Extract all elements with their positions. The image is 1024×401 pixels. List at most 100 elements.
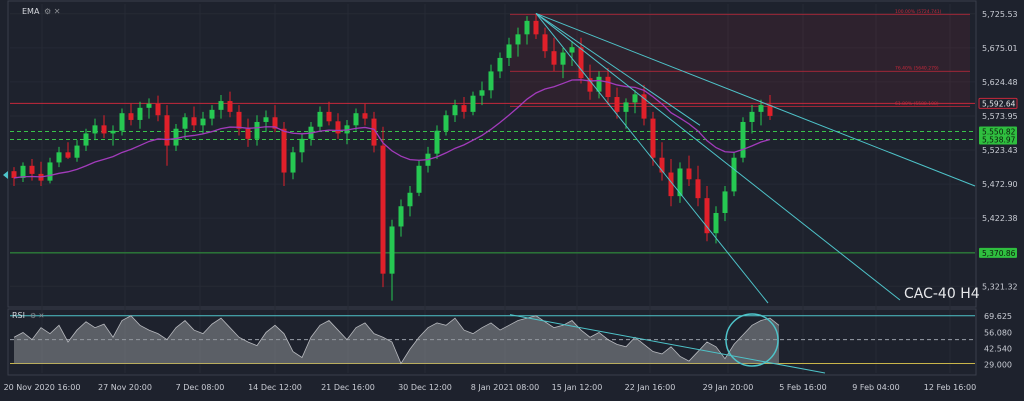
rsi-legend[interactable]: RSI [12, 311, 25, 320]
candle-body [632, 94, 638, 103]
ema-line [13, 79, 771, 179]
rsi-tick-label: 29.000 [984, 361, 1012, 370]
candle-body [479, 90, 485, 96]
candle-body [128, 113, 134, 120]
x-tick-label: 27 Nov 20:00 [98, 383, 152, 392]
candle-body [749, 111, 755, 122]
rsi-tick-label: 42.540 [984, 345, 1012, 354]
rsi-highlight-circle [725, 313, 779, 367]
price-tag [979, 126, 1017, 137]
candle-body [578, 47, 584, 79]
candle-body [623, 102, 629, 112]
price-tag-label: 5,592.64 [982, 99, 1016, 108]
candle-body [272, 117, 278, 129]
x-tick-label: 9 Feb 04:00 [852, 383, 899, 392]
candle-body [470, 95, 476, 112]
candle-body [317, 111, 323, 127]
candle-body [686, 168, 692, 180]
trend-line [535, 12, 976, 187]
y-tick-label: 5,523.43 [982, 146, 1018, 155]
candle-body [398, 206, 404, 227]
rsi-area [14, 315, 779, 364]
candle-body [371, 118, 377, 146]
fib-level-label: 61.80% (5588.108) [895, 101, 939, 107]
candle-body [416, 165, 422, 193]
settings-icon[interactable]: ⚙ ✕ [44, 7, 60, 16]
y-tick-label: 5,624.48 [982, 78, 1018, 87]
candle-body [146, 103, 152, 108]
candle-body [515, 34, 521, 45]
candle-body [569, 47, 575, 53]
rsi-settings-icon[interactable]: ⚙ ✕ [30, 312, 44, 320]
candle-body [137, 107, 143, 120]
price-tag-label: 5,538.97 [982, 136, 1016, 145]
trend-line [535, 13, 769, 304]
fib-zone [510, 14, 970, 107]
candle-body [191, 117, 197, 126]
x-tick-label: 14 Dec 12:00 [248, 383, 302, 392]
rsi-trend-line [509, 314, 826, 374]
candle-body [614, 97, 620, 112]
candle-body [452, 105, 458, 116]
candle-body [434, 130, 440, 154]
candle-body [695, 179, 701, 199]
candle-body [353, 113, 359, 126]
candle-body [254, 121, 260, 139]
candle-body [533, 20, 539, 35]
y-tick-label: 5,675.01 [982, 44, 1018, 53]
candle-body [74, 145, 80, 158]
candle-body [20, 165, 26, 178]
candle-body [524, 20, 530, 35]
scroll-left-icon[interactable] [3, 171, 8, 179]
candle-body [182, 117, 188, 129]
x-tick-label: 29 Jan 20:00 [703, 383, 754, 392]
ema-polyline [13, 79, 771, 179]
candle-body [119, 113, 125, 131]
ema-legend[interactable]: EMA [22, 7, 40, 16]
candle-body [101, 125, 107, 134]
candle-body [335, 121, 341, 134]
candle-body [326, 111, 332, 122]
candle-body [704, 198, 710, 234]
y-tick-label: 5,573.95 [982, 112, 1018, 121]
candle-body [236, 111, 242, 129]
candle-body [713, 212, 719, 234]
candle-body [11, 171, 17, 178]
fib-level-label: 100.00% (5724.741) [895, 9, 942, 15]
trend-lines [535, 12, 976, 304]
candle-body [209, 109, 215, 119]
candle-body [560, 52, 566, 65]
x-tick-label: 7 Dec 08:00 [176, 383, 225, 392]
x-tick-label: 8 Jan 2021 08:00 [471, 383, 539, 392]
y-tick-label: 5,472.90 [982, 180, 1018, 189]
x-tick-label: 30 Dec 12:00 [398, 383, 452, 392]
candle-body [65, 152, 71, 158]
candle-body [83, 133, 89, 146]
rsi-tick-label: 56.080 [984, 328, 1012, 337]
candle-body [740, 121, 746, 158]
candle-body [227, 101, 233, 112]
candle-body [587, 78, 593, 92]
y-tick-label: 5,725.53 [982, 10, 1018, 19]
horizontal-levels [10, 102, 975, 254]
candle-body [497, 57, 503, 72]
candle-body [650, 118, 656, 158]
candle-body [488, 71, 494, 91]
candle-body [245, 128, 251, 139]
candle-body [542, 34, 548, 52]
candle-body [767, 105, 773, 116]
x-tick-label: 5 Feb 16:00 [779, 383, 826, 392]
price-tag-label: 5,370.86 [982, 249, 1016, 258]
candle-body [605, 76, 611, 98]
x-axis: 20 Nov 2020 16:00 27 Nov 20:00 7 Dec 08:00… [4, 383, 977, 392]
candle-body [56, 152, 62, 163]
rsi-series [10, 313, 975, 374]
candle-body [722, 191, 728, 213]
rsi-tick-label: 69.625 [984, 312, 1012, 321]
candle-body [407, 192, 413, 207]
x-tick-label: 12 Feb 16:00 [924, 383, 976, 392]
x-tick-label: 20 Nov 2020 16:00 [4, 383, 81, 392]
candle-body [173, 128, 179, 146]
trend-line [535, 13, 901, 301]
